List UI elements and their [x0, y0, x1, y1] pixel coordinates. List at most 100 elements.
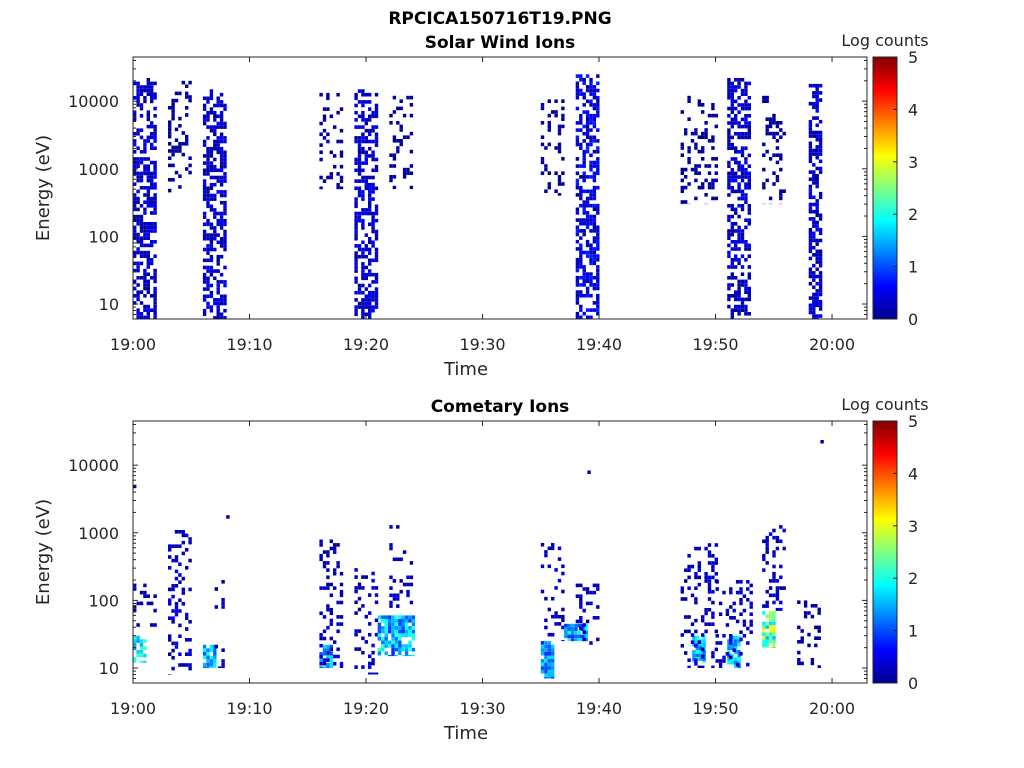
heatmap-cell: [817, 629, 821, 633]
heatmap-cell: [185, 627, 189, 631]
heatmap-cell: [357, 254, 362, 259]
heatmap-cell: [174, 558, 179, 563]
heatmap-cell: [174, 149, 179, 153]
heatmap-cell: [579, 142, 583, 147]
heatmap-cell: [815, 155, 819, 160]
heatmap-cell: [711, 654, 715, 659]
heatmap-cell: [579, 128, 583, 132]
heatmap-cell: [596, 605, 600, 609]
heatmap-cell: [744, 85, 748, 89]
heatmap-cell: [202, 287, 207, 291]
heatmap-cell: [178, 149, 182, 153]
x-tick-label: 19:50: [692, 699, 738, 718]
heatmap-cell: [730, 261, 734, 266]
heatmap-cell: [747, 286, 751, 291]
heatmap-cell: [812, 170, 816, 174]
heatmap-cell: [734, 178, 738, 183]
heatmap-cell: [171, 145, 175, 150]
heatmap-cell: [185, 113, 189, 117]
heatmap-cell: [213, 236, 217, 241]
heatmap-cell: [368, 305, 372, 309]
heatmap-cell: [333, 154, 337, 158]
heatmap-cell: [223, 179, 227, 183]
heatmap-cell: [575, 594, 580, 598]
heatmap-cell: [577, 638, 582, 642]
panel-title: Solar Wind Ions: [425, 33, 576, 53]
heatmap-cell: [150, 276, 154, 280]
heatmap-cell: [582, 293, 586, 298]
heatmap-cell: [737, 189, 741, 194]
heatmap-cell: [404, 619, 409, 623]
heatmap-cell: [174, 555, 179, 559]
heatmap-cell: [695, 639, 699, 643]
heatmap-cell: [730, 88, 734, 93]
heatmap-cell: [326, 651, 330, 655]
y-tick-label: 10: [99, 295, 119, 314]
heatmap-cell: [592, 583, 597, 588]
heatmap-cell: [174, 584, 179, 588]
heatmap-cell: [812, 285, 816, 290]
heatmap-cell: [737, 214, 741, 219]
heatmap-cell: [690, 167, 695, 172]
heatmap-cell: [737, 121, 741, 125]
heatmap-cell: [384, 637, 388, 641]
heatmap-cell: [742, 619, 747, 624]
heatmap-cell: [206, 204, 210, 209]
heatmap-cell: [551, 651, 555, 656]
heatmap-cell: [223, 208, 227, 212]
heatmap-cell: [361, 218, 365, 223]
heatmap-cell: [150, 186, 154, 190]
heatmap-cell: [684, 651, 688, 655]
heatmap-cell: [326, 644, 330, 649]
heatmap-cell: [575, 92, 580, 96]
heatmap-cell: [206, 157, 210, 162]
heatmap-cell: [153, 268, 157, 273]
heatmap-cell: [596, 185, 600, 190]
heatmap-cell: [737, 204, 741, 208]
heatmap-cell: [178, 91, 182, 96]
heatmap-cell: [727, 297, 731, 302]
heatmap-cell: [339, 164, 344, 169]
heatmap-cell: [707, 185, 712, 190]
heatmap-cell: [391, 640, 395, 645]
heatmap-cell: [326, 568, 330, 572]
heatmap-cell: [322, 661, 327, 666]
heatmap-cell: [150, 88, 154, 93]
heatmap-cell: [579, 583, 583, 588]
heatmap-cell: [730, 178, 734, 183]
heatmap-cell: [133, 200, 137, 204]
heatmap-cell: [680, 597, 684, 601]
heatmap-cell: [746, 587, 750, 591]
heatmap-cell: [381, 619, 385, 623]
heatmap-cell: [150, 85, 154, 89]
heatmap-cell: [585, 189, 590, 194]
heatmap-cell: [747, 124, 751, 129]
heatmap-cell: [216, 139, 220, 144]
heatmap-cell: [206, 96, 210, 101]
heatmap-cell: [818, 141, 823, 146]
heatmap-cell: [592, 286, 597, 291]
heatmap-cell: [188, 98, 192, 103]
heatmap-cell: [690, 564, 695, 569]
heatmap-cell: [582, 265, 586, 269]
heatmap-cell: [329, 662, 333, 667]
heatmap-cell: [734, 132, 738, 136]
heatmap-cell: [168, 602, 172, 606]
heatmap-cell: [818, 231, 823, 236]
heatmap-cell: [209, 272, 214, 277]
heatmap-cell: [711, 575, 715, 580]
heatmap-cell: [585, 131, 590, 136]
heatmap-cell: [368, 611, 372, 615]
heatmap-cell: [133, 207, 137, 212]
heatmap-cell: [146, 117, 150, 122]
heatmap-cell: [374, 287, 379, 291]
heatmap-cell: [139, 114, 144, 118]
heatmap-cell: [711, 590, 715, 594]
heatmap-cell: [585, 74, 590, 78]
heatmap-cell: [740, 272, 745, 276]
heatmap-cell: [406, 167, 410, 172]
heatmap-cell: [711, 146, 715, 150]
heatmap-cell: [202, 298, 207, 302]
heatmap-cell: [223, 283, 227, 288]
heatmap-cell: [219, 154, 224, 158]
